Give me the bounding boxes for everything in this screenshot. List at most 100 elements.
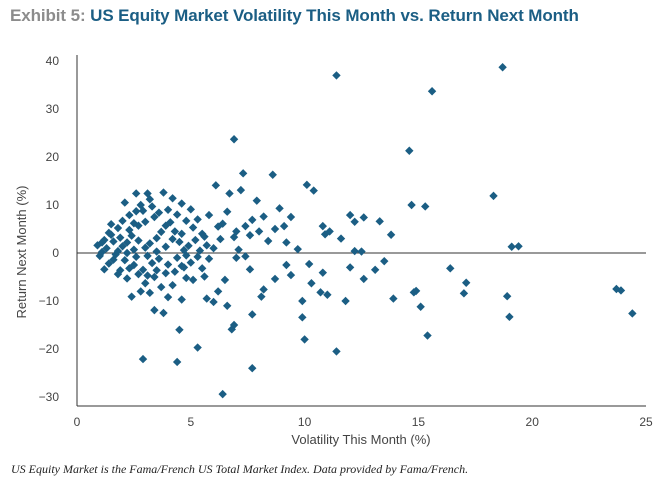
data-point xyxy=(223,207,232,216)
data-point xyxy=(161,242,170,251)
data-point xyxy=(136,287,145,296)
data-point xyxy=(143,251,152,261)
data-point xyxy=(172,357,182,367)
data-point xyxy=(102,244,111,253)
data-point xyxy=(248,364,257,373)
data-point xyxy=(175,237,184,247)
data-point xyxy=(336,234,346,243)
data-point xyxy=(143,271,152,280)
data-point xyxy=(157,282,166,292)
data-point xyxy=(298,313,307,322)
data-point xyxy=(345,210,355,220)
data-point xyxy=(259,285,268,294)
x-tick-label: 25 xyxy=(639,415,653,429)
data-point xyxy=(163,260,173,269)
data-point xyxy=(302,180,312,190)
data-point xyxy=(177,199,186,208)
data-point xyxy=(209,244,218,253)
data-point xyxy=(257,292,266,301)
y-tick-label: 30 xyxy=(46,102,60,116)
data-point xyxy=(320,230,330,239)
data-point xyxy=(179,263,189,272)
data-point xyxy=(145,288,155,298)
y-tick-label: −20 xyxy=(39,342,60,356)
data-point xyxy=(245,265,255,274)
footnote: US Equity Market is the Fama/French US T… xyxy=(11,462,469,476)
data-point xyxy=(616,286,626,295)
data-point xyxy=(159,188,168,197)
data-point xyxy=(370,265,380,274)
x-axis-ticks: 0 5 10 15 20 25 xyxy=(74,415,653,429)
data-point xyxy=(350,217,359,226)
y-tick-label: 40 xyxy=(46,54,60,68)
data-point xyxy=(113,223,123,233)
data-point xyxy=(125,210,134,220)
data-point xyxy=(152,266,161,275)
data-point xyxy=(298,296,307,306)
data-point xyxy=(427,87,437,96)
data-point xyxy=(161,268,170,278)
data-point xyxy=(118,242,127,251)
data-point xyxy=(193,343,202,352)
data-point xyxy=(104,228,114,238)
data-point xyxy=(252,196,262,205)
data-point xyxy=(172,210,182,219)
data-point xyxy=(514,242,523,251)
data-point xyxy=(218,219,227,228)
data-point xyxy=(186,205,195,214)
data-point xyxy=(127,292,136,301)
y-tick-label: −30 xyxy=(39,390,60,404)
data-point xyxy=(168,234,177,244)
data-point xyxy=(268,170,277,179)
data-point xyxy=(332,347,341,356)
data-point xyxy=(141,217,150,226)
data-point xyxy=(100,265,109,274)
data-point xyxy=(307,279,316,288)
y-axis-label: Return Next Month (%) xyxy=(14,186,29,319)
data-point xyxy=(411,286,421,296)
data-point xyxy=(109,237,118,246)
data-point xyxy=(159,308,168,318)
data-point xyxy=(202,294,211,303)
data-point xyxy=(375,217,384,226)
data-point xyxy=(386,230,396,239)
data-point xyxy=(143,189,152,198)
data-point xyxy=(507,242,516,251)
data-point xyxy=(131,189,141,198)
data-point xyxy=(138,265,148,274)
data-point xyxy=(204,210,214,220)
data-point xyxy=(131,252,141,262)
data-point xyxy=(97,238,107,247)
data-point xyxy=(125,225,134,235)
data-point xyxy=(236,185,246,195)
x-tick-label: 10 xyxy=(298,415,312,429)
data-point xyxy=(188,275,198,285)
data-point xyxy=(152,233,161,243)
data-point xyxy=(304,259,314,269)
data-point xyxy=(106,220,116,229)
data-point xyxy=(286,270,296,280)
data-point xyxy=(213,222,223,231)
data-point xyxy=(163,292,173,302)
data-point xyxy=(389,294,398,303)
data-point xyxy=(175,325,184,334)
data-point xyxy=(282,238,291,247)
data-point xyxy=(309,186,318,195)
y-axis-ticks: −30 −20 −10 0 10 20 30 40 xyxy=(39,54,60,404)
data-point xyxy=(225,189,234,198)
data-point xyxy=(248,215,257,225)
data-point xyxy=(182,216,191,226)
data-point xyxy=(238,169,248,178)
data-point xyxy=(270,224,280,234)
x-tick-label: 0 xyxy=(74,415,81,429)
data-point xyxy=(125,264,134,273)
data-point xyxy=(229,135,239,144)
scatter-chart: −30 −20 −10 0 10 20 30 40 0 5 10 15 20 25 Volatility… xyxy=(14,54,653,447)
x-tick-label: 5 xyxy=(187,415,194,429)
data-point xyxy=(154,208,164,217)
data-point xyxy=(286,212,296,222)
data-point xyxy=(157,227,166,237)
data-point xyxy=(318,268,328,277)
data-point xyxy=(220,275,230,285)
data-point xyxy=(423,331,432,340)
